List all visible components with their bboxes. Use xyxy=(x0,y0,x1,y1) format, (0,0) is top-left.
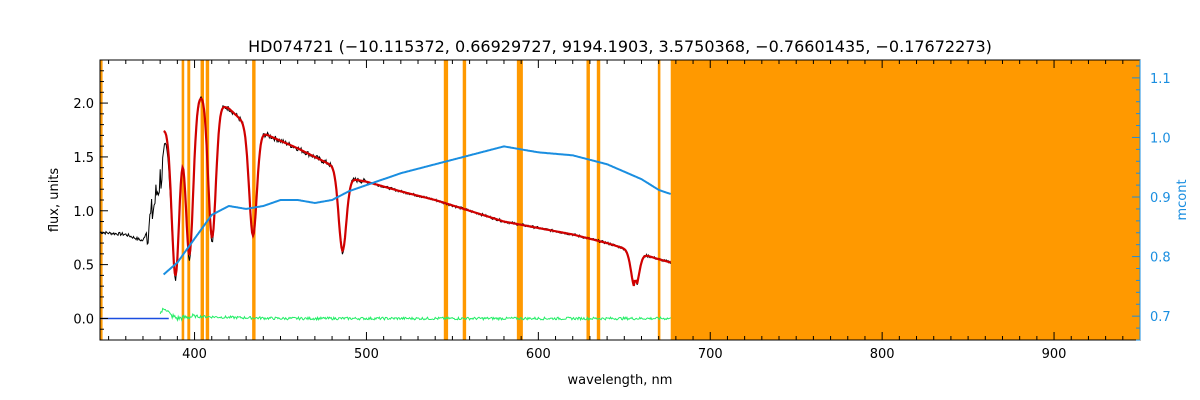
x-tick-label: 800 xyxy=(870,347,895,362)
masked-region-9 xyxy=(586,60,590,340)
y-tick-label: 0.5 xyxy=(73,259,94,274)
y2-tick-label: 1.1 xyxy=(1150,72,1171,87)
y-tick-label: 1.0 xyxy=(73,205,94,220)
y2-tick-label: 0.9 xyxy=(1150,191,1171,206)
y-tick-label: 0.0 xyxy=(73,312,94,327)
y2-tick-label: 1.0 xyxy=(1150,131,1171,146)
x-axis: 400 500 600 700 800 900 xyxy=(108,60,1141,362)
y-axis-right: 0.7 0.8 0.9 1.0 1.1 xyxy=(1132,60,1171,341)
y2-tick-label: 0.8 xyxy=(1150,251,1171,266)
masked-regions xyxy=(100,60,1140,340)
data-series xyxy=(99,96,672,323)
x-tick-label: 900 xyxy=(1042,347,1067,362)
y-axis-left: 0.0 0.5 1.0 1.5 2.0 xyxy=(73,59,108,341)
masked-region-10 xyxy=(596,60,601,340)
masked-region-5 xyxy=(252,60,256,340)
y-axis-label: flux, units xyxy=(47,168,62,233)
series-line-3 xyxy=(162,145,672,276)
x-tick-label: 500 xyxy=(354,347,379,362)
x-tick-label: 700 xyxy=(698,347,723,362)
masked-region-12 xyxy=(670,60,1140,340)
x-axis-label: wavelength, nm xyxy=(568,373,673,388)
masked-region-6 xyxy=(443,60,449,340)
series-line-2 xyxy=(159,307,672,323)
x-tick-label: 400 xyxy=(182,347,207,362)
y-axis-right-label: mcont xyxy=(1175,179,1190,220)
masked-region-8 xyxy=(516,60,523,340)
masked-region-11 xyxy=(657,60,661,340)
masked-region-1 xyxy=(181,60,185,340)
y2-tick-label: 0.7 xyxy=(1150,310,1171,325)
chart-title: HD074721 (−10.115372, 0.66929727, 9194.1… xyxy=(248,37,992,56)
masked-region-7 xyxy=(462,60,467,340)
masked-region-3 xyxy=(200,60,204,340)
y-tick-label: 2.0 xyxy=(73,97,94,112)
series-line-1 xyxy=(163,97,672,287)
masked-region-2 xyxy=(187,60,191,340)
masked-region-4 xyxy=(205,60,210,340)
y-tick-label: 1.5 xyxy=(73,151,94,166)
x-tick-label: 600 xyxy=(526,347,551,362)
